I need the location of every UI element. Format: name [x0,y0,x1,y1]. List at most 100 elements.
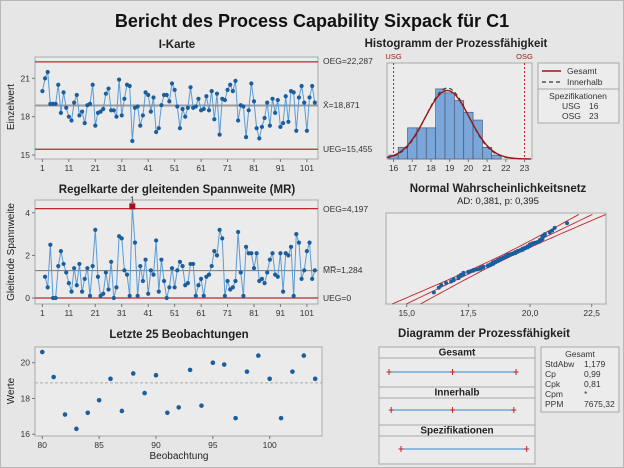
data-point [283,94,288,99]
data-point [87,101,93,107]
data-point [61,261,66,267]
data-point [165,410,170,416]
normal-probability-plot: Normal Wahrscheinlichkeitsnetz AD: 0,381… [385,183,607,318]
data-point [169,81,175,86]
data-point [196,96,201,101]
stat-name: Cp [545,369,556,379]
data-point [61,90,66,95]
data-point [72,100,77,105]
data-point [66,281,71,286]
data-point [249,251,254,256]
y-tick-label: 4 [25,208,30,218]
data-point [69,118,74,123]
data-point [74,92,79,98]
i-chart-title: I-Karte [159,39,195,51]
data-point [294,128,299,133]
data-point [98,109,103,114]
data-point [74,283,79,288]
data-point [262,115,267,121]
data-point [209,263,214,269]
data-point [233,278,238,284]
data-point [238,270,243,275]
section-label: Innerhalb [434,388,479,399]
data-point [191,261,196,267]
x-tick-label: 11 [64,308,73,318]
data-point [188,85,193,90]
x-tick-label: 31 [117,308,127,318]
x-tick-label: 31 [117,163,127,173]
data-point [312,268,317,273]
capability-histogram: Histogramm der Prozessfähigkeit USG OSG16… [365,38,620,173]
x-tick-label: 95 [208,440,218,450]
data-point [204,94,209,99]
data-point [267,257,272,262]
data-point [262,281,267,286]
data-point [288,244,294,249]
data-point [299,276,304,281]
data-point [251,99,257,104]
histogram-bar [491,154,502,160]
mr-chart-center-label: M̅R̅=1,284 [323,265,363,275]
data-point [130,371,136,376]
stat-value: 0,99 [584,369,601,379]
data-point [444,281,449,286]
data-point [114,285,119,290]
data-point [127,293,132,299]
data-point [93,227,98,232]
x-tick-label: 1 [40,308,45,318]
section-header [378,346,536,359]
data-point [206,108,212,113]
last-25-ylabel: Werte [6,377,17,404]
data-point [552,225,557,230]
last-25-chart: Letzte 25 Beobachtungen Werte Beobachtun… [6,329,323,462]
data-point [51,374,56,380]
data-point [56,263,61,269]
data-point [198,276,204,281]
x-tick-label: 21 [91,163,101,173]
histogram-bar [425,127,436,160]
data-point [254,251,259,256]
histogram-bar [435,88,446,160]
data-point [233,78,238,84]
section-header [378,424,536,437]
legend-lsl-label: USG [562,101,580,111]
data-point [132,240,138,245]
stats-title: Gesamt [565,349,595,359]
mr-chart-title: Regelkarte der gleitenden Spannweite (MR… [59,184,296,196]
data-point [103,91,108,96]
stat-value: 7675,32 [584,399,615,409]
data-point [278,415,284,421]
x-tick-label: 22 [501,163,511,173]
data-point [196,283,201,288]
data-point [265,100,270,105]
data-point [565,221,570,226]
data-point [273,110,278,115]
data-point [101,106,106,112]
last-25-title: Letzte 25 Beobachtungen [109,329,248,341]
data-point [291,293,296,299]
legend-lsl-value: 16 [589,101,599,111]
x-tick-label: 20,0 [522,308,539,318]
x-tick-label: 41 [143,163,153,173]
data-point [275,274,280,279]
data-point [267,123,272,128]
data-point [66,114,71,119]
data-point [114,114,119,119]
legend-within-label: Innerhalb [567,77,603,87]
data-point [119,236,124,241]
data-point [42,76,48,81]
data-point [156,126,161,131]
legend-spec-title: Spezifikationen [549,91,607,101]
data-point [154,238,159,243]
data-point [185,281,190,286]
data-point [56,82,61,87]
mr-chart: Regelkarte der gleitenden Spannweite (MR… [6,184,368,318]
data-point [62,412,68,417]
data-point [64,105,69,110]
data-point [53,295,58,301]
x-tick-label: 81 [249,163,259,173]
data-point [142,390,147,396]
data-point [39,349,45,355]
data-point [296,95,302,100]
last-25-plot-area [34,346,323,437]
